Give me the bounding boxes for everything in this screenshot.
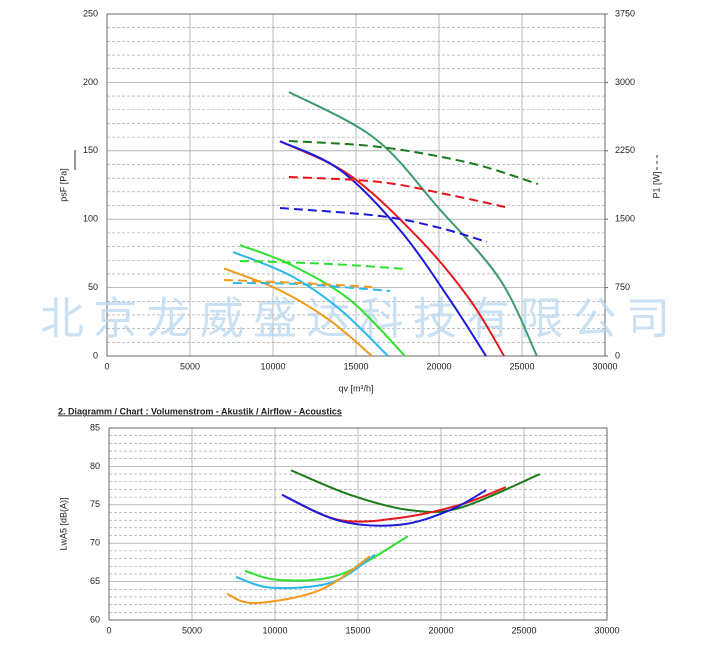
x-tick-label: 10000 <box>260 361 285 371</box>
x-tick-label: 10000 <box>262 625 287 635</box>
series-line <box>232 282 391 292</box>
x-tick-label: 25000 <box>509 361 534 371</box>
series-line <box>235 553 376 590</box>
series-line <box>226 555 371 605</box>
y-tick-label: 70 <box>90 538 100 548</box>
x-tick-label: 15000 <box>343 361 368 371</box>
series-line <box>290 469 541 514</box>
series-line <box>279 140 487 357</box>
y-tick-label: 75 <box>90 499 100 509</box>
x-tick-label: 25000 <box>511 625 536 635</box>
y-tick-label: 150 <box>83 145 98 155</box>
x-tick-label: 0 <box>106 625 111 635</box>
plot-frame <box>106 13 606 357</box>
y-tick-label: 80 <box>90 461 100 471</box>
y2-tick-label: 3750 <box>615 8 635 18</box>
y2-tick-label: 2250 <box>615 145 635 155</box>
y-tick-label: 250 <box>83 8 98 18</box>
series-line <box>288 140 539 185</box>
x-tick-label: 30000 <box>592 361 617 371</box>
watermark: 北京龙威盛达科技有限公司 <box>40 295 670 344</box>
series-line <box>288 175 506 208</box>
y2-tick-label: 0 <box>615 350 620 360</box>
y-tick-label: 0 <box>93 350 98 360</box>
x-tick-label: 20000 <box>426 361 451 371</box>
y-axis-label: psF [Pa] <box>58 168 68 202</box>
y-tick-label: 65 <box>90 576 100 586</box>
y2-axis-label: P1 [W] <box>651 171 661 198</box>
series-line <box>288 91 538 357</box>
y-tick-label: 85 <box>90 422 100 432</box>
series-line <box>239 244 406 357</box>
x-tick-label: 0 <box>104 361 109 371</box>
y-axis-label: LwA5 [dB(A)] <box>58 497 68 550</box>
y2-tick-label: 1500 <box>615 214 635 224</box>
y-tick-label: 60 <box>90 614 100 624</box>
series-line <box>223 267 373 357</box>
series-line <box>239 259 407 270</box>
x-tick-label: 15000 <box>345 625 370 635</box>
y2-tick-label: 3000 <box>615 77 635 87</box>
y2-tick-label: 750 <box>615 282 630 292</box>
y-tick-label: 200 <box>83 77 98 87</box>
x-tick-label: 20000 <box>428 625 453 635</box>
series-line <box>244 535 409 582</box>
y-tick-label: 100 <box>83 214 98 224</box>
series-line <box>223 279 372 288</box>
y-tick-label: 50 <box>88 282 98 292</box>
series-line <box>281 489 487 527</box>
series-line <box>279 206 488 243</box>
x-tick-label: 30000 <box>594 625 619 635</box>
x-axis-label: qv [m³/h] <box>338 383 373 393</box>
chart-title: 2. Diagramm / Chart : Volumenstrom - Aku… <box>58 406 342 416</box>
plot-frame <box>108 427 608 621</box>
x-tick-label: 5000 <box>180 361 200 371</box>
x-tick-label: 5000 <box>182 625 202 635</box>
